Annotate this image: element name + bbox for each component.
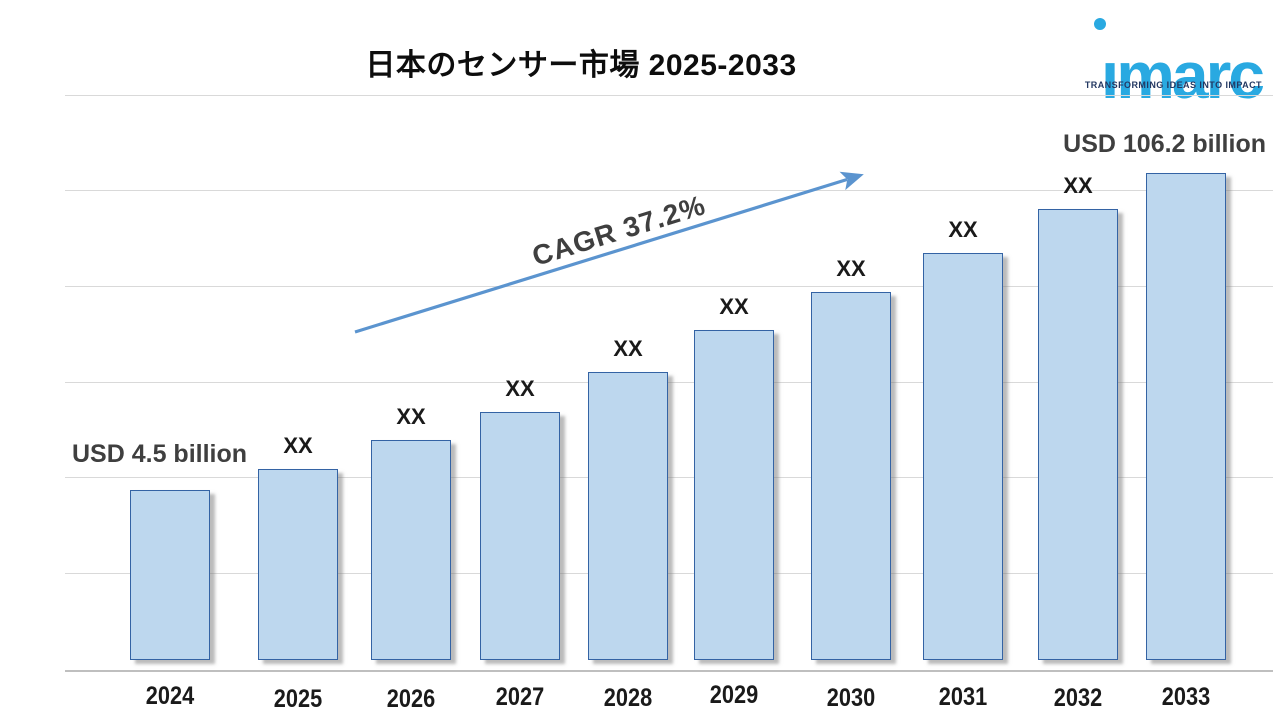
bar-2033 (1146, 173, 1226, 660)
bar-2032 (1038, 209, 1118, 660)
gridline (65, 573, 1273, 574)
bar-2026 (371, 440, 451, 660)
x-axis-label-2024: 2024 (145, 682, 195, 710)
bar-2028 (588, 372, 668, 660)
bar-value-label-2026: XX (396, 404, 426, 429)
bar-value-label-2025: XX (283, 433, 313, 458)
x-axis-label-2026: 2026 (386, 685, 436, 713)
bar-2029 (694, 330, 774, 660)
gridline (65, 382, 1273, 383)
bar-value-label-2030: XX (836, 256, 866, 281)
gridline (65, 95, 1273, 96)
bar-2025 (258, 469, 338, 660)
logo-wordmark: ımarc (1100, 38, 1265, 112)
bar-2030 (811, 292, 891, 660)
end-value-label: USD 106.2 billion (1063, 130, 1266, 158)
x-axis-label-2029: 2029 (709, 681, 759, 709)
start-value-label: USD 4.5 billion (72, 440, 248, 468)
bar-value-label-2028: XX (613, 336, 643, 361)
logo-i-dot-icon (1094, 18, 1106, 30)
x-axis-label-2028: 2028 (603, 684, 653, 712)
bar-2027 (480, 412, 560, 660)
x-axis-label-2031: 2031 (938, 683, 988, 711)
x-axis-label-2032: 2032 (1053, 684, 1103, 712)
x-axis-label-2033: 2033 (1161, 683, 1211, 711)
bar-value-label-2031: XX (948, 217, 978, 242)
gridline (65, 477, 1273, 478)
cagr-label: CAGR 37.2% (528, 189, 710, 272)
bar-2024 (130, 490, 210, 660)
bar-2031 (923, 253, 1003, 660)
x-axis-label-2030: 2030 (826, 684, 876, 712)
chart-title: 日本のセンサー市場 2025-2033 (365, 49, 797, 82)
bar-value-label-2032: XX (1063, 173, 1093, 198)
bar-value-label-2027: XX (505, 376, 535, 401)
logo-tagline: TRANSFORMING IDEAS INTO IMPACT (1084, 80, 1262, 90)
x-axis-label-2027: 2027 (495, 683, 545, 711)
x-axis-label-2025: 2025 (273, 685, 323, 713)
imarc-logo: ımarc TRANSFORMING IDEAS INTO IMPACT (1072, 10, 1265, 108)
x-axis-line (65, 670, 1273, 672)
bar-value-label-2029: XX (719, 294, 749, 319)
